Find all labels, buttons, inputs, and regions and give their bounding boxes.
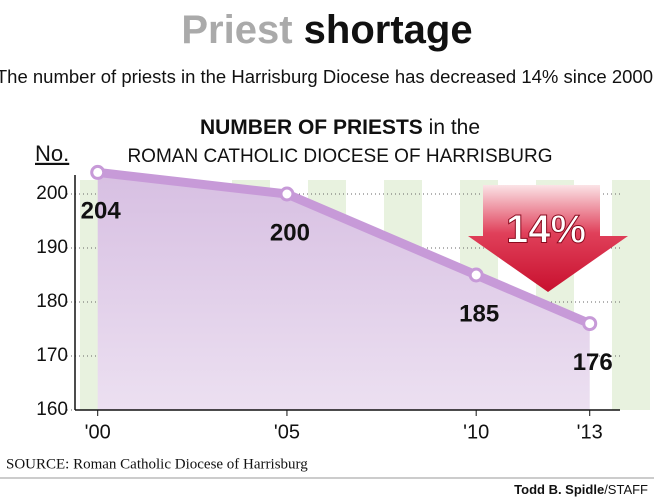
y-tick-label: 160 — [36, 399, 68, 420]
point — [582, 316, 598, 332]
x-tick-label: '13 — [577, 421, 603, 443]
chart-heading: NUMBER OF PRIESTS in the — [200, 116, 480, 139]
value-label: 200 — [270, 219, 310, 246]
title-part: Priest — [181, 8, 292, 52]
area — [97, 172, 590, 410]
stripe — [612, 180, 650, 410]
point — [279, 186, 295, 202]
point — [468, 267, 484, 283]
x-tick-label: '05 — [274, 421, 300, 443]
chart-title: Priest shortage — [181, 8, 472, 52]
credit-part: Todd B. Spidle — [514, 482, 604, 497]
y-tick-label: 170 — [36, 345, 68, 366]
chart-heading: ROMAN CATHOLIC DIOCESE OF HARRISBURG — [127, 146, 552, 167]
value-label: 204 — [81, 198, 122, 225]
heading-part: NUMBER OF PRIESTS — [200, 116, 423, 139]
y-tick-label: 200 — [36, 183, 68, 204]
line — [97, 167, 592, 328]
credit-part: /STAFF — [604, 482, 648, 497]
source: SOURCE: Roman Catholic Diocese of Harris… — [6, 456, 308, 472]
value-label: 185 — [459, 300, 499, 327]
x-tick-label: '10 — [463, 421, 489, 443]
annotation: 14% — [506, 208, 586, 252]
y-axis-label: No. — [35, 141, 69, 166]
value-label: 176 — [573, 349, 613, 376]
credit: Todd B. Spidle/STAFF — [514, 482, 648, 497]
subtitle: The number of priests in the Harrisburg … — [0, 66, 654, 87]
arrow — [468, 185, 628, 292]
point — [90, 164, 106, 180]
y-tick-label: 180 — [36, 291, 68, 312]
heading-part: in the — [429, 116, 480, 139]
x-tick-label: '00 — [85, 421, 111, 443]
y-tick-label: 190 — [36, 237, 68, 258]
title-part: shortage — [304, 8, 473, 52]
